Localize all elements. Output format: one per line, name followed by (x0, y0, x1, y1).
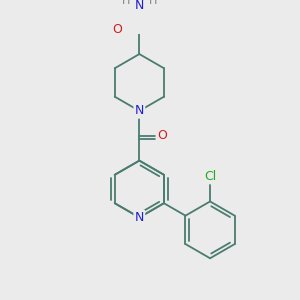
Text: N: N (135, 0, 144, 12)
Text: H: H (149, 0, 157, 6)
Text: O: O (112, 23, 122, 36)
Text: N: N (135, 104, 144, 117)
Text: Cl: Cl (204, 170, 216, 183)
Text: O: O (157, 129, 167, 142)
Text: N: N (135, 211, 144, 224)
Text: H: H (122, 0, 130, 6)
